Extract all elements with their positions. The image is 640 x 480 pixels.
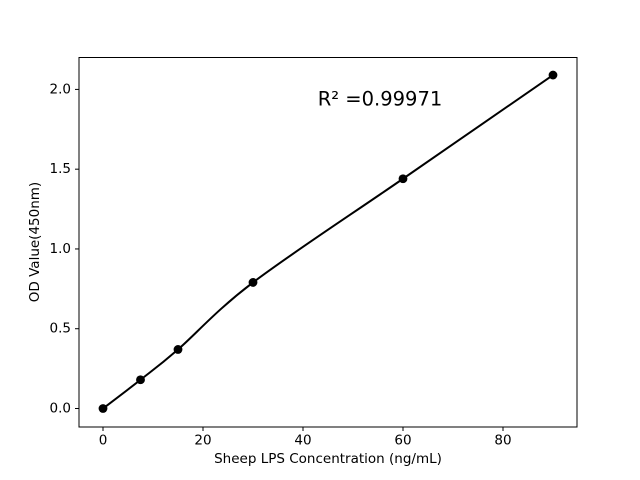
y-axis-title: OD Value(450nm) bbox=[27, 181, 43, 303]
x-tick-label: 60 bbox=[394, 433, 411, 449]
data-point-marker bbox=[548, 70, 558, 80]
data-point-marker bbox=[173, 345, 183, 354]
y-tick-label: 0.5 bbox=[50, 321, 71, 337]
x-tick-label: 0 bbox=[99, 433, 108, 449]
data-point-marker bbox=[136, 375, 145, 385]
x-tick-label: 80 bbox=[494, 433, 511, 449]
standard-curve-line bbox=[102, 74, 554, 410]
y-tick-label: 2.0 bbox=[50, 81, 71, 97]
data-point-marker bbox=[248, 278, 258, 287]
x-tick-label: 20 bbox=[194, 433, 211, 449]
r-squared-annotation: R² =0.99971 bbox=[317, 87, 443, 111]
y-tick-label: 0.0 bbox=[50, 400, 71, 416]
y-tick-label: 1.5 bbox=[50, 161, 71, 177]
x-axis-title: Sheep LPS Concentration (ng/mL) bbox=[214, 451, 442, 467]
plot-border bbox=[78, 57, 578, 428]
data-point-marker bbox=[398, 174, 408, 184]
data-point-marker bbox=[98, 404, 108, 413]
x-tick-label: 40 bbox=[294, 433, 311, 449]
y-tick-label: 1.0 bbox=[50, 241, 71, 257]
